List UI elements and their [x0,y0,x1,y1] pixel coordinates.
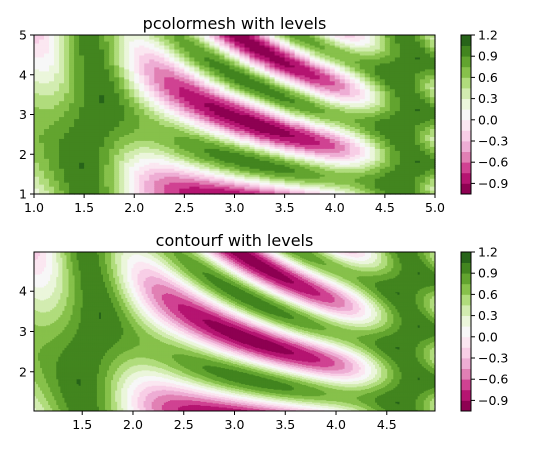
chart-title: pcolormesh with levels [143,14,327,33]
panel-pcolormesh: pcolormesh with levels 1.0 1.5 2.0 2.5 3.0 3.… [19,14,508,215]
heatmap-cells [34,35,436,195]
